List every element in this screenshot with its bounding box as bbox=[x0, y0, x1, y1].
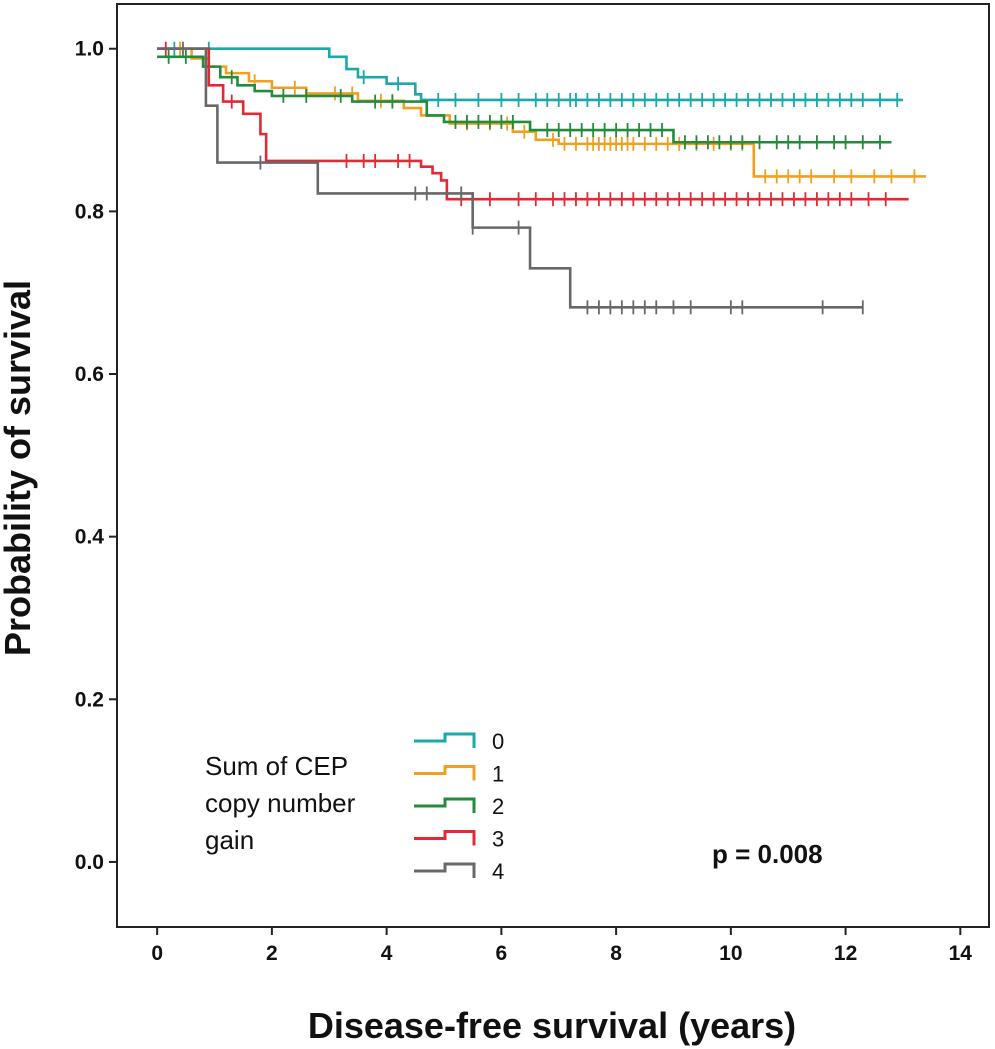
legend-label-3: 3 bbox=[492, 827, 504, 852]
x-tick-label-2: 2 bbox=[266, 942, 278, 965]
axes: 0 2 4 6 8 10 12 140.00.20.40.60.81.0 bbox=[75, 38, 973, 965]
p-value-annotation: p = 0.008 bbox=[712, 839, 823, 869]
y-axis-title: Probability of survival bbox=[0, 280, 38, 656]
survival-curve-2 bbox=[157, 55, 892, 144]
series-0 bbox=[157, 41, 903, 107]
survival-curve-4 bbox=[157, 47, 863, 309]
y-tick-label-3: 0.6 bbox=[75, 363, 104, 386]
survival-curve-1 bbox=[157, 47, 926, 178]
legend-items: 0 1 2 3 4 bbox=[414, 729, 504, 884]
legend-title-line-1: Sum of CEP bbox=[205, 751, 348, 781]
legend-swatch-0 bbox=[414, 732, 476, 748]
legend-label-0: 0 bbox=[492, 729, 504, 754]
legend-swatch-4 bbox=[414, 862, 476, 878]
legend-swatch-2 bbox=[414, 797, 476, 813]
series-4 bbox=[157, 41, 864, 315]
x-tick-label-10: 10 bbox=[719, 942, 742, 965]
legend-label-1: 1 bbox=[492, 762, 504, 787]
legend-swatch-3 bbox=[414, 830, 476, 846]
x-tick-label-0: 0 bbox=[151, 942, 163, 965]
series-layer bbox=[157, 41, 926, 315]
y-tick-label-0: 0.0 bbox=[75, 851, 104, 874]
x-tick-label-8: 8 bbox=[610, 942, 622, 965]
legend-title-line-3: gain bbox=[205, 825, 254, 855]
y-tick-label-2: 0.4 bbox=[75, 526, 105, 549]
y-tick-label-4: 0.8 bbox=[75, 200, 105, 223]
legend-label-2: 2 bbox=[492, 794, 504, 819]
survival-curve-3 bbox=[157, 47, 909, 201]
x-tick-label-6: 6 bbox=[496, 942, 508, 965]
x-tick-label-12: 12 bbox=[834, 942, 857, 965]
legend-swatch-1 bbox=[414, 765, 476, 781]
survival-curve-0 bbox=[157, 47, 903, 102]
x-tick-label-4: 4 bbox=[381, 942, 393, 965]
y-tick-label-1: 0.2 bbox=[75, 688, 104, 711]
plot-frame bbox=[116, 3, 990, 928]
legend: Sum of CEP copy number gain 0 1 2 3 4 bbox=[205, 729, 504, 884]
series-3 bbox=[157, 41, 909, 207]
x-axis-title: Disease-free survival (years) bbox=[308, 1005, 796, 1046]
series-2 bbox=[157, 49, 892, 150]
y-tick-label-5: 1.0 bbox=[75, 38, 104, 61]
legend-label-4: 4 bbox=[492, 859, 504, 884]
x-tick-label-14: 14 bbox=[949, 942, 973, 965]
legend-title-line-2: copy number bbox=[205, 788, 356, 818]
